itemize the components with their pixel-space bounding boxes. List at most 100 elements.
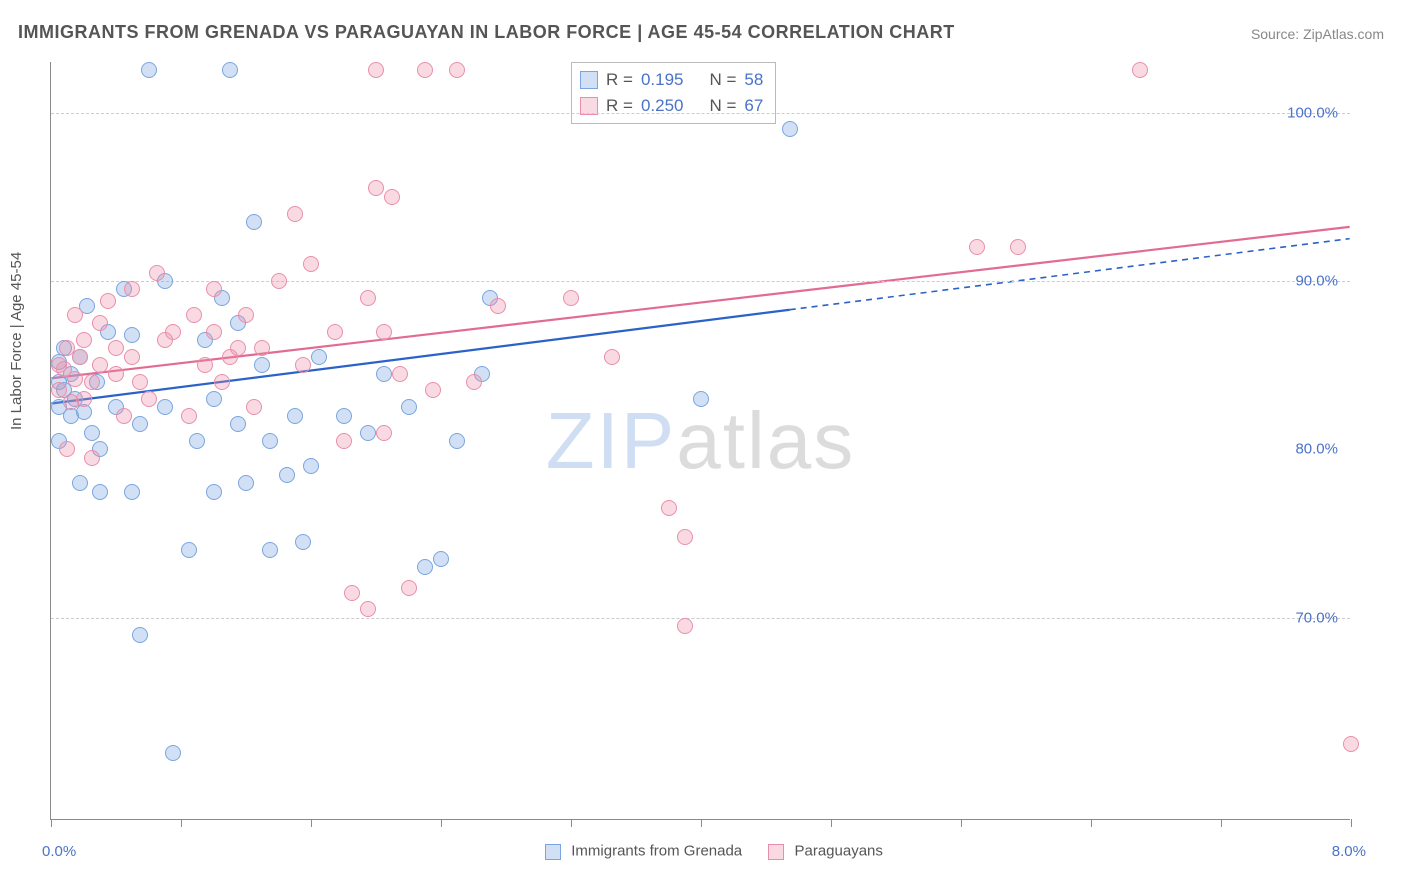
scatter-point [84, 425, 100, 441]
scatter-point [466, 374, 482, 390]
scatter-point [295, 534, 311, 550]
scatter-point [165, 324, 181, 340]
scatter-point [238, 307, 254, 323]
scatter-point [108, 340, 124, 356]
scatter-point [181, 542, 197, 558]
scatter-point [189, 433, 205, 449]
scatter-point [693, 391, 709, 407]
scatter-point [1132, 62, 1148, 78]
scatter-point [72, 349, 88, 365]
scatter-point [401, 580, 417, 596]
scatter-point [262, 542, 278, 558]
scatter-point [392, 366, 408, 382]
scatter-point [262, 433, 278, 449]
chart-title: IMMIGRANTS FROM GRENADA VS PARAGUAYAN IN… [18, 22, 955, 43]
watermark-zip: ZIP [546, 396, 676, 485]
x-tick [961, 819, 962, 827]
scatter-point [368, 180, 384, 196]
scatter-point [254, 357, 270, 373]
source-label: Source: ZipAtlas.com [1251, 26, 1384, 42]
scatter-point [279, 467, 295, 483]
scatter-point [360, 290, 376, 306]
scatter-point [214, 374, 230, 390]
scatter-point [59, 441, 75, 457]
scatter-point [149, 265, 165, 281]
x-tick [181, 819, 182, 827]
scatter-point [336, 408, 352, 424]
scatter-point [100, 293, 116, 309]
scatter-point [449, 433, 465, 449]
legend-label-paraguayans: Paraguayans [795, 843, 883, 860]
scatter-point [197, 357, 213, 373]
scatter-point [132, 374, 148, 390]
scatter-point [84, 374, 100, 390]
scatter-point [206, 391, 222, 407]
n-value-grenada: 58 [744, 70, 763, 90]
r-label: R = [606, 70, 633, 90]
scatter-point [425, 382, 441, 398]
scatter-point [67, 307, 83, 323]
scatter-point [417, 62, 433, 78]
scatter-point [449, 62, 465, 78]
x-tick [1351, 819, 1352, 827]
scatter-point [782, 121, 798, 137]
scatter-point [84, 450, 100, 466]
scatter-point [433, 551, 449, 567]
scatter-point [108, 366, 124, 382]
scatter-point [124, 281, 140, 297]
scatter-point [141, 62, 157, 78]
scatter-point [116, 408, 132, 424]
legend-swatch-paraguayans [768, 844, 784, 860]
scatter-point [336, 433, 352, 449]
scatter-point [490, 298, 506, 314]
scatter-point [181, 408, 197, 424]
scatter-point [141, 391, 157, 407]
series-legend: Immigrants from Grenada Paraguayans [0, 842, 1406, 860]
scatter-point [368, 62, 384, 78]
scatter-point [1343, 736, 1359, 752]
scatter-point [401, 399, 417, 415]
scatter-point [969, 239, 985, 255]
scatter-point [67, 371, 83, 387]
legend-swatch-grenada [545, 844, 561, 860]
y-tick-label: 70.0% [1295, 609, 1338, 626]
scatter-point [271, 273, 287, 289]
stats-row-paraguayans: R = 0.250 N = 67 [580, 93, 763, 119]
trend-line [51, 310, 789, 404]
trend-line-extrapolated [790, 239, 1350, 310]
x-tick [571, 819, 572, 827]
scatter-point [124, 484, 140, 500]
scatter-point [287, 206, 303, 222]
plot-area: ZIPatlas R = 0.195 N = 58 R = 0.250 N = … [50, 62, 1350, 820]
scatter-point [376, 324, 392, 340]
gridline [51, 618, 1350, 619]
scatter-point [92, 357, 108, 373]
scatter-point [563, 290, 579, 306]
scatter-point [677, 618, 693, 634]
x-tick [51, 819, 52, 827]
scatter-point [604, 349, 620, 365]
scatter-point [124, 327, 140, 343]
scatter-point [327, 324, 343, 340]
scatter-point [186, 307, 202, 323]
scatter-point [661, 500, 677, 516]
watermark: ZIPatlas [546, 395, 855, 487]
scatter-point [165, 745, 181, 761]
gridline [51, 113, 1350, 114]
x-tick [441, 819, 442, 827]
watermark-atlas: atlas [676, 396, 855, 485]
legend-label-grenada: Immigrants from Grenada [571, 843, 742, 860]
scatter-point [303, 256, 319, 272]
stats-legend: R = 0.195 N = 58 R = 0.250 N = 67 [571, 62, 776, 124]
scatter-point [76, 391, 92, 407]
scatter-point [238, 475, 254, 491]
scatter-point [206, 484, 222, 500]
scatter-point [677, 529, 693, 545]
scatter-point [92, 315, 108, 331]
stats-row-grenada: R = 0.195 N = 58 [580, 67, 763, 93]
scatter-point [72, 475, 88, 491]
y-tick-label: 100.0% [1287, 104, 1338, 121]
x-tick [831, 819, 832, 827]
scatter-point [303, 458, 319, 474]
scatter-point [287, 408, 303, 424]
